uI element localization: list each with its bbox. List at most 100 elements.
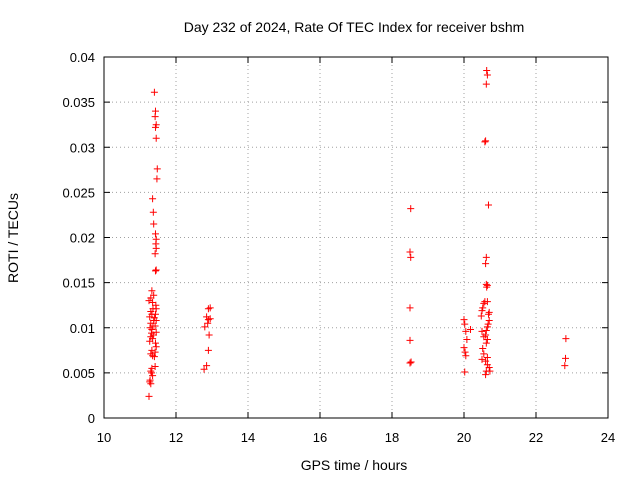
data-point-marker — [462, 327, 470, 335]
data-point-marker — [151, 363, 159, 371]
data-point-marker — [204, 346, 212, 354]
x-tick-label: 24 — [601, 430, 615, 445]
data-point-marker — [150, 220, 158, 228]
data-point-marker — [407, 205, 415, 213]
data-point-marker — [480, 333, 488, 341]
data-point-marker — [147, 380, 155, 388]
y-tick-label: 0.025 — [62, 185, 95, 200]
data-point-marker — [151, 230, 159, 238]
data-point-marker — [482, 371, 490, 379]
data-point-marker — [562, 335, 570, 343]
data-point-marker — [150, 88, 158, 96]
data-point-marker — [482, 137, 490, 145]
data-point-marker — [461, 368, 469, 376]
data-point-marker — [151, 322, 159, 330]
data-point-marker — [484, 320, 492, 328]
data-point-marker — [203, 362, 211, 370]
data-point-marker — [478, 327, 486, 335]
data-point-marker — [484, 310, 492, 318]
data-point-marker — [461, 320, 469, 328]
data-point-marker — [201, 323, 209, 331]
data-point-marker — [148, 326, 156, 334]
grid-lines — [104, 57, 608, 418]
data-point-marker — [561, 362, 569, 370]
data-point-marker — [485, 317, 493, 325]
data-point-marker — [460, 316, 468, 324]
chart-title: Day 232 of 2024, Rate Of TEC Index for r… — [184, 19, 525, 35]
y-axis-label: ROTI / TECUs — [5, 193, 21, 283]
data-point-marker — [462, 352, 470, 360]
data-point-marker — [482, 326, 490, 334]
data-point-marker — [205, 331, 213, 339]
data-point-marker — [478, 355, 486, 363]
data-point-marker — [151, 310, 159, 318]
data-point-marker — [463, 335, 471, 343]
data-point-marker — [206, 304, 214, 312]
x-tick-label: 12 — [169, 430, 183, 445]
data-point-marker — [149, 195, 157, 203]
data-point-marker — [482, 253, 490, 261]
y-tick-label: 0.035 — [62, 95, 95, 110]
data-point-marker — [152, 235, 160, 243]
data-point-marker — [200, 365, 208, 373]
y-tick-label: 0.03 — [70, 140, 95, 155]
data-point-marker — [483, 71, 491, 79]
data-point-marker — [483, 335, 491, 343]
x-tick-label: 16 — [313, 430, 327, 445]
data-point-marker — [407, 358, 415, 366]
data-point-marker — [483, 281, 491, 289]
data-point-marker — [482, 80, 490, 88]
data-point-marker — [145, 392, 153, 400]
x-tick-label: 22 — [529, 430, 543, 445]
y-tick-labels: 0 0.005 0.01 0.015 0.02 0.025 0.03 0.035 0.04 — [62, 50, 95, 426]
data-point-marker — [151, 107, 159, 115]
data-point-marker — [148, 287, 156, 295]
data-point-marker — [406, 336, 414, 344]
x-tick-label: 20 — [457, 430, 471, 445]
data-point-marker — [482, 331, 490, 339]
plot-frame — [103, 56, 609, 419]
data-point-marker — [204, 319, 212, 327]
data-point-marker — [146, 376, 154, 384]
data-point-marker — [406, 304, 414, 312]
y-tick-label: 0.04 — [70, 50, 95, 65]
data-point-marker — [562, 354, 570, 362]
data-point-marker — [151, 267, 159, 275]
data-point-marker — [150, 353, 158, 361]
data-point-marker — [477, 312, 485, 320]
data-point-marker — [479, 345, 487, 353]
data-point-marker — [152, 301, 160, 309]
data-point-marker — [152, 317, 160, 325]
data-point-marker — [482, 280, 490, 288]
data-point-marker — [152, 266, 160, 274]
data-point-marker — [406, 248, 414, 256]
data-point-marker — [147, 350, 155, 358]
data-point-marker — [480, 350, 488, 358]
data-point-marker — [407, 253, 415, 261]
data-point-marker — [149, 335, 157, 343]
data-point-marker — [152, 121, 160, 129]
data-point-marker — [151, 339, 159, 347]
data-point-marker — [466, 326, 474, 334]
data-point-marker — [483, 354, 491, 362]
data-point-marker — [149, 208, 157, 216]
y-tick-label: 0.015 — [62, 276, 95, 291]
data-point-marker — [483, 67, 491, 75]
data-point-marker — [406, 359, 414, 367]
data-point-marker — [482, 339, 490, 347]
data-point-marker — [150, 291, 158, 299]
data-point-marker — [483, 298, 491, 306]
data-point-marker — [461, 348, 469, 356]
data-point-marker — [151, 250, 159, 258]
data-point-marker — [203, 313, 211, 321]
x-tick-label: 14 — [241, 430, 255, 445]
data-point-marker — [151, 348, 159, 356]
data-point-marker — [153, 165, 161, 173]
data-point-marker — [480, 299, 488, 307]
data-point-marker — [481, 138, 489, 146]
x-axis-label: GPS time / hours — [301, 457, 408, 473]
data-point-marker — [485, 363, 493, 371]
data-point-marker — [149, 352, 157, 360]
data-point-marker — [152, 328, 160, 336]
